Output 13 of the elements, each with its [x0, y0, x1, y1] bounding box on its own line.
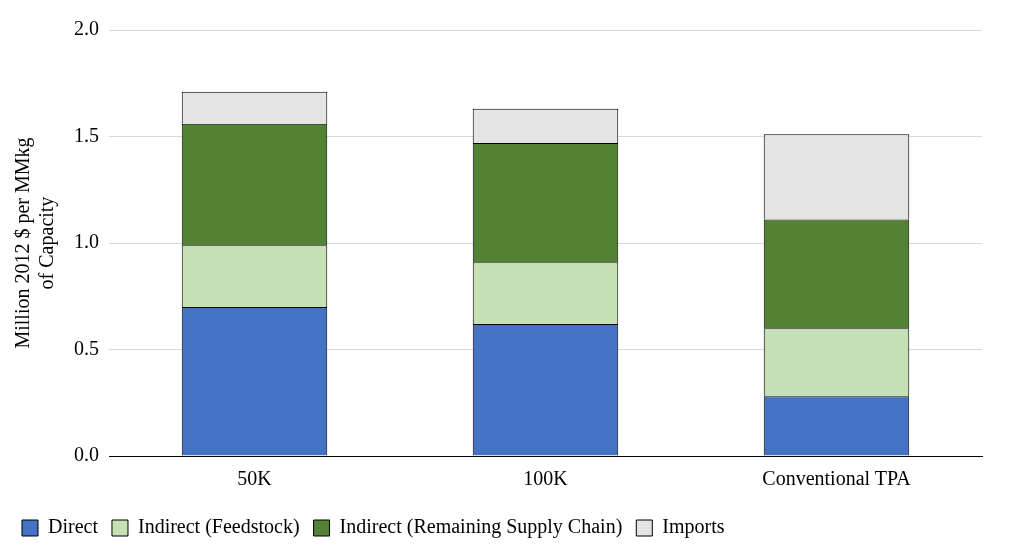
- x-tick-label: 50K: [237, 467, 273, 490]
- y-tick-label: 0.0: [74, 443, 99, 466]
- y-tick-label: 1.0: [74, 230, 99, 253]
- legend-label: Indirect (Feedstock): [137, 515, 300, 539]
- legend-label: Indirect (Remaining Supply Chain): [339, 515, 623, 539]
- x-tick-label: Conventional TPA: [762, 467, 912, 490]
- y-tick-label: 1.5: [74, 123, 99, 146]
- y-tick-label: 0.5: [74, 336, 99, 359]
- y-tick-label: 2.0: [74, 17, 99, 40]
- x-tick-label: 100K: [523, 467, 569, 490]
- y-axis-title: Million 2012 $ per MMkg of Capacity: [11, 137, 59, 349]
- legend-label: Direct: [48, 515, 99, 538]
- legend-label: Imports: [662, 515, 725, 539]
